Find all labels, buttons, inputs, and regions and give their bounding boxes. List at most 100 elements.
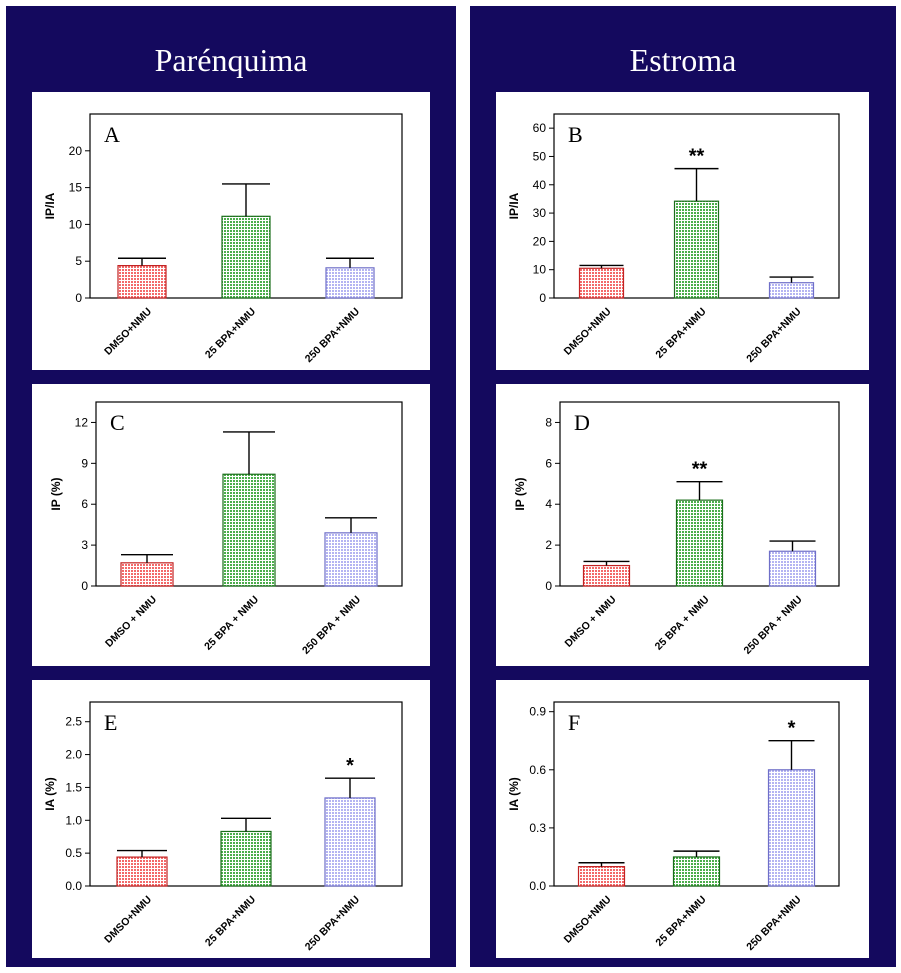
chart-f-y-tick-label: 0.9 — [529, 705, 546, 719]
chart-d-category-label: 25 BPA + NMU — [653, 594, 712, 653]
chart-e-bar — [116, 856, 168, 887]
panel-a: 0 5 10 15 20 IP/IA A DMSO+NMU 25 BPA+NMU 250 BPA+… — [32, 92, 430, 370]
chart-f-bar — [767, 769, 816, 887]
column-title-estroma: Estroma — [629, 42, 737, 78]
chart-f-category-label: DMSO+NMU — [562, 894, 614, 946]
chart-b-category-label: DMSO+NMU — [562, 306, 614, 358]
chart-e-y-tick-label: 1.5 — [65, 780, 82, 794]
chart-d-significance: ** — [692, 459, 708, 481]
chart-e-y-tick-label: 0.5 — [65, 846, 82, 860]
chart-c-panel-letter: C — [110, 410, 125, 435]
chart-f-category-label: 250 BPA+NMU — [744, 894, 803, 953]
chart-e-y-tick-label: 2.0 — [65, 748, 82, 762]
chart-b-y-axis-label: IP/IA — [507, 192, 521, 219]
chart-c-category-label: DMSO + NMU — [103, 594, 159, 650]
chart-e: 0.0 0.5 1.0 1.5 2.0 2.5 IA (%) E DMSO+NMU 25 BPA+… — [43, 701, 403, 953]
chart-d-category-label: 250 BPA + NMU — [741, 594, 804, 657]
chart-e-y-tick-label: 2.5 — [65, 715, 82, 729]
chart-e-y-tick-label: 0.0 — [65, 879, 82, 893]
chart-a-y-tick-label: 0 — [75, 291, 82, 305]
chart-d-y-axis-label: IP (%) — [513, 477, 527, 510]
chart-e-category-label: DMSO+NMU — [102, 894, 154, 946]
panel-e: 0.0 0.5 1.0 1.5 2.0 2.5 IA (%) E DMSO+NMU 25 BPA+… — [32, 680, 430, 958]
chart-f-bar — [672, 856, 721, 887]
panel-f: 0.0 0.3 0.6 0.9 IA (%) F DMSO+NMU 25 BPA+NMU * 25… — [496, 680, 869, 958]
chart-d-y-tick-label: 8 — [545, 415, 552, 429]
chart-a-category-label: 250 BPA+NMU — [303, 306, 362, 365]
chart-f-panel-letter: F — [568, 710, 580, 735]
chart-d-y-tick-label: 0 — [545, 579, 552, 593]
chart-c-y-tick-label: 3 — [81, 538, 88, 552]
chart-d-bar — [675, 499, 724, 587]
chart-b-category-label: 250 BPA+NMU — [744, 306, 803, 365]
chart-c-bar — [324, 532, 378, 587]
chart-c-bar — [120, 562, 174, 587]
panel-b: 0 10 20 30 40 50 60 IP/IA B DMSO+NMU ** 25 BPA+NMU 2… — [496, 92, 869, 370]
chart-e-y-axis-label: IA (%) — [43, 777, 57, 811]
chart-b-y-tick-label: 20 — [533, 234, 547, 248]
chart-a-bar — [221, 215, 271, 299]
panel-c: 0 3 6 9 12 IP (%) C DMSO + NMU 25 BPA + NMU 250 B… — [32, 384, 430, 666]
chart-c-category-label: 250 BPA + NMU — [300, 594, 363, 657]
chart-a-y-tick-label: 15 — [69, 181, 83, 195]
chart-a-y-tick-label: 20 — [69, 144, 83, 158]
chart-b-y-tick-label: 60 — [533, 121, 547, 135]
chart-a-category-label: 25 BPA+NMU — [203, 306, 258, 361]
chart-f-category-label: 25 BPA+NMU — [653, 894, 708, 949]
chart-e-y-tick-label: 1.0 — [65, 813, 82, 827]
chart-e-category-label: 250 BPA+NMU — [303, 894, 362, 953]
chart-e-significance: * — [346, 755, 354, 777]
chart-b-category-label: 25 BPA+NMU — [653, 306, 708, 361]
chart-b: 0 10 20 30 40 50 60 IP/IA B DMSO+NMU ** 25 BPA+NMU 2… — [507, 113, 840, 365]
chart-f-bar — [577, 866, 626, 887]
column-estroma: Estroma 0 10 20 30 40 50 60 IP/IA B DMSO+NMU ** 25 … — [470, 6, 896, 967]
chart-f-y-tick-label: 0.6 — [529, 763, 546, 777]
chart-d-bar — [768, 550, 817, 587]
chart-b-bar — [768, 282, 815, 299]
chart-e-panel-letter: E — [104, 710, 117, 735]
column-title-parenquima: Parénquima — [154, 42, 308, 78]
chart-c: 0 3 6 9 12 IP (%) C DMSO + NMU 25 BPA + NMU 250 B… — [49, 401, 403, 657]
chart-c-y-axis-label: IP (%) — [49, 477, 63, 510]
chart-d-bar — [582, 564, 631, 587]
chart-c-y-tick-label: 6 — [81, 497, 88, 511]
chart-c-y-tick-label: 9 — [81, 456, 88, 470]
column-parenquima: Parénquima 0 5 10 15 20 IP/IA A DMSO+NMU 25 BPA+… — [6, 6, 456, 967]
chart-b-significance: ** — [689, 146, 705, 168]
chart-b-panel-letter: B — [568, 122, 583, 147]
chart-b-y-tick-label: 30 — [533, 206, 547, 220]
chart-d-y-tick-label: 2 — [545, 538, 552, 552]
chart-c-y-tick-label: 0 — [81, 579, 88, 593]
chart-e-category-label: 25 BPA+NMU — [203, 894, 258, 949]
chart-d: 0 2 4 6 8 IP (%) D DMSO + NMU ** 25 BPA + NMU 250 … — [513, 401, 840, 657]
chart-b-y-tick-label: 10 — [533, 263, 547, 277]
chart-c-y-tick-label: 12 — [75, 415, 89, 429]
chart-f-y-tick-label: 0.0 — [529, 879, 546, 893]
chart-a-panel-letter: A — [104, 122, 120, 147]
chart-a: 0 5 10 15 20 IP/IA A DMSO+NMU 25 BPA+NMU 250 BPA+… — [43, 113, 403, 365]
chart-f-significance: * — [788, 718, 796, 740]
chart-a-y-tick-label: 10 — [69, 217, 83, 231]
chart-e-bar — [324, 797, 376, 887]
chart-b-bar — [673, 200, 720, 299]
chart-a-bar — [325, 267, 375, 299]
chart-d-category-label: DMSO + NMU — [562, 594, 618, 650]
chart-f: 0.0 0.3 0.6 0.9 IA (%) F DMSO+NMU 25 BPA+NMU * 25… — [507, 701, 840, 953]
chart-c-category-label: 25 BPA + NMU — [202, 594, 261, 653]
chart-e-bar — [220, 830, 272, 887]
chart-b-y-tick-label: 0 — [539, 291, 546, 305]
chart-f-y-axis-label: IA (%) — [507, 777, 521, 811]
panel-d: 0 2 4 6 8 IP (%) D DMSO + NMU ** 25 BPA + NMU 250 … — [496, 384, 869, 666]
chart-b-bar — [578, 267, 625, 299]
chart-d-y-tick-label: 4 — [545, 497, 552, 511]
chart-a-category-label: DMSO+NMU — [102, 306, 154, 358]
chart-a-y-axis-label: IP/IA — [43, 192, 57, 219]
chart-d-panel-letter: D — [574, 410, 590, 435]
chart-f-y-tick-label: 0.3 — [529, 821, 546, 835]
chart-d-y-tick-label: 6 — [545, 456, 552, 470]
chart-b-y-tick-label: 50 — [533, 149, 547, 163]
chart-a-y-tick-label: 5 — [75, 254, 82, 268]
chart-c-bar — [222, 473, 276, 587]
chart-a-bar — [117, 265, 167, 299]
chart-b-y-tick-label: 40 — [533, 178, 547, 192]
